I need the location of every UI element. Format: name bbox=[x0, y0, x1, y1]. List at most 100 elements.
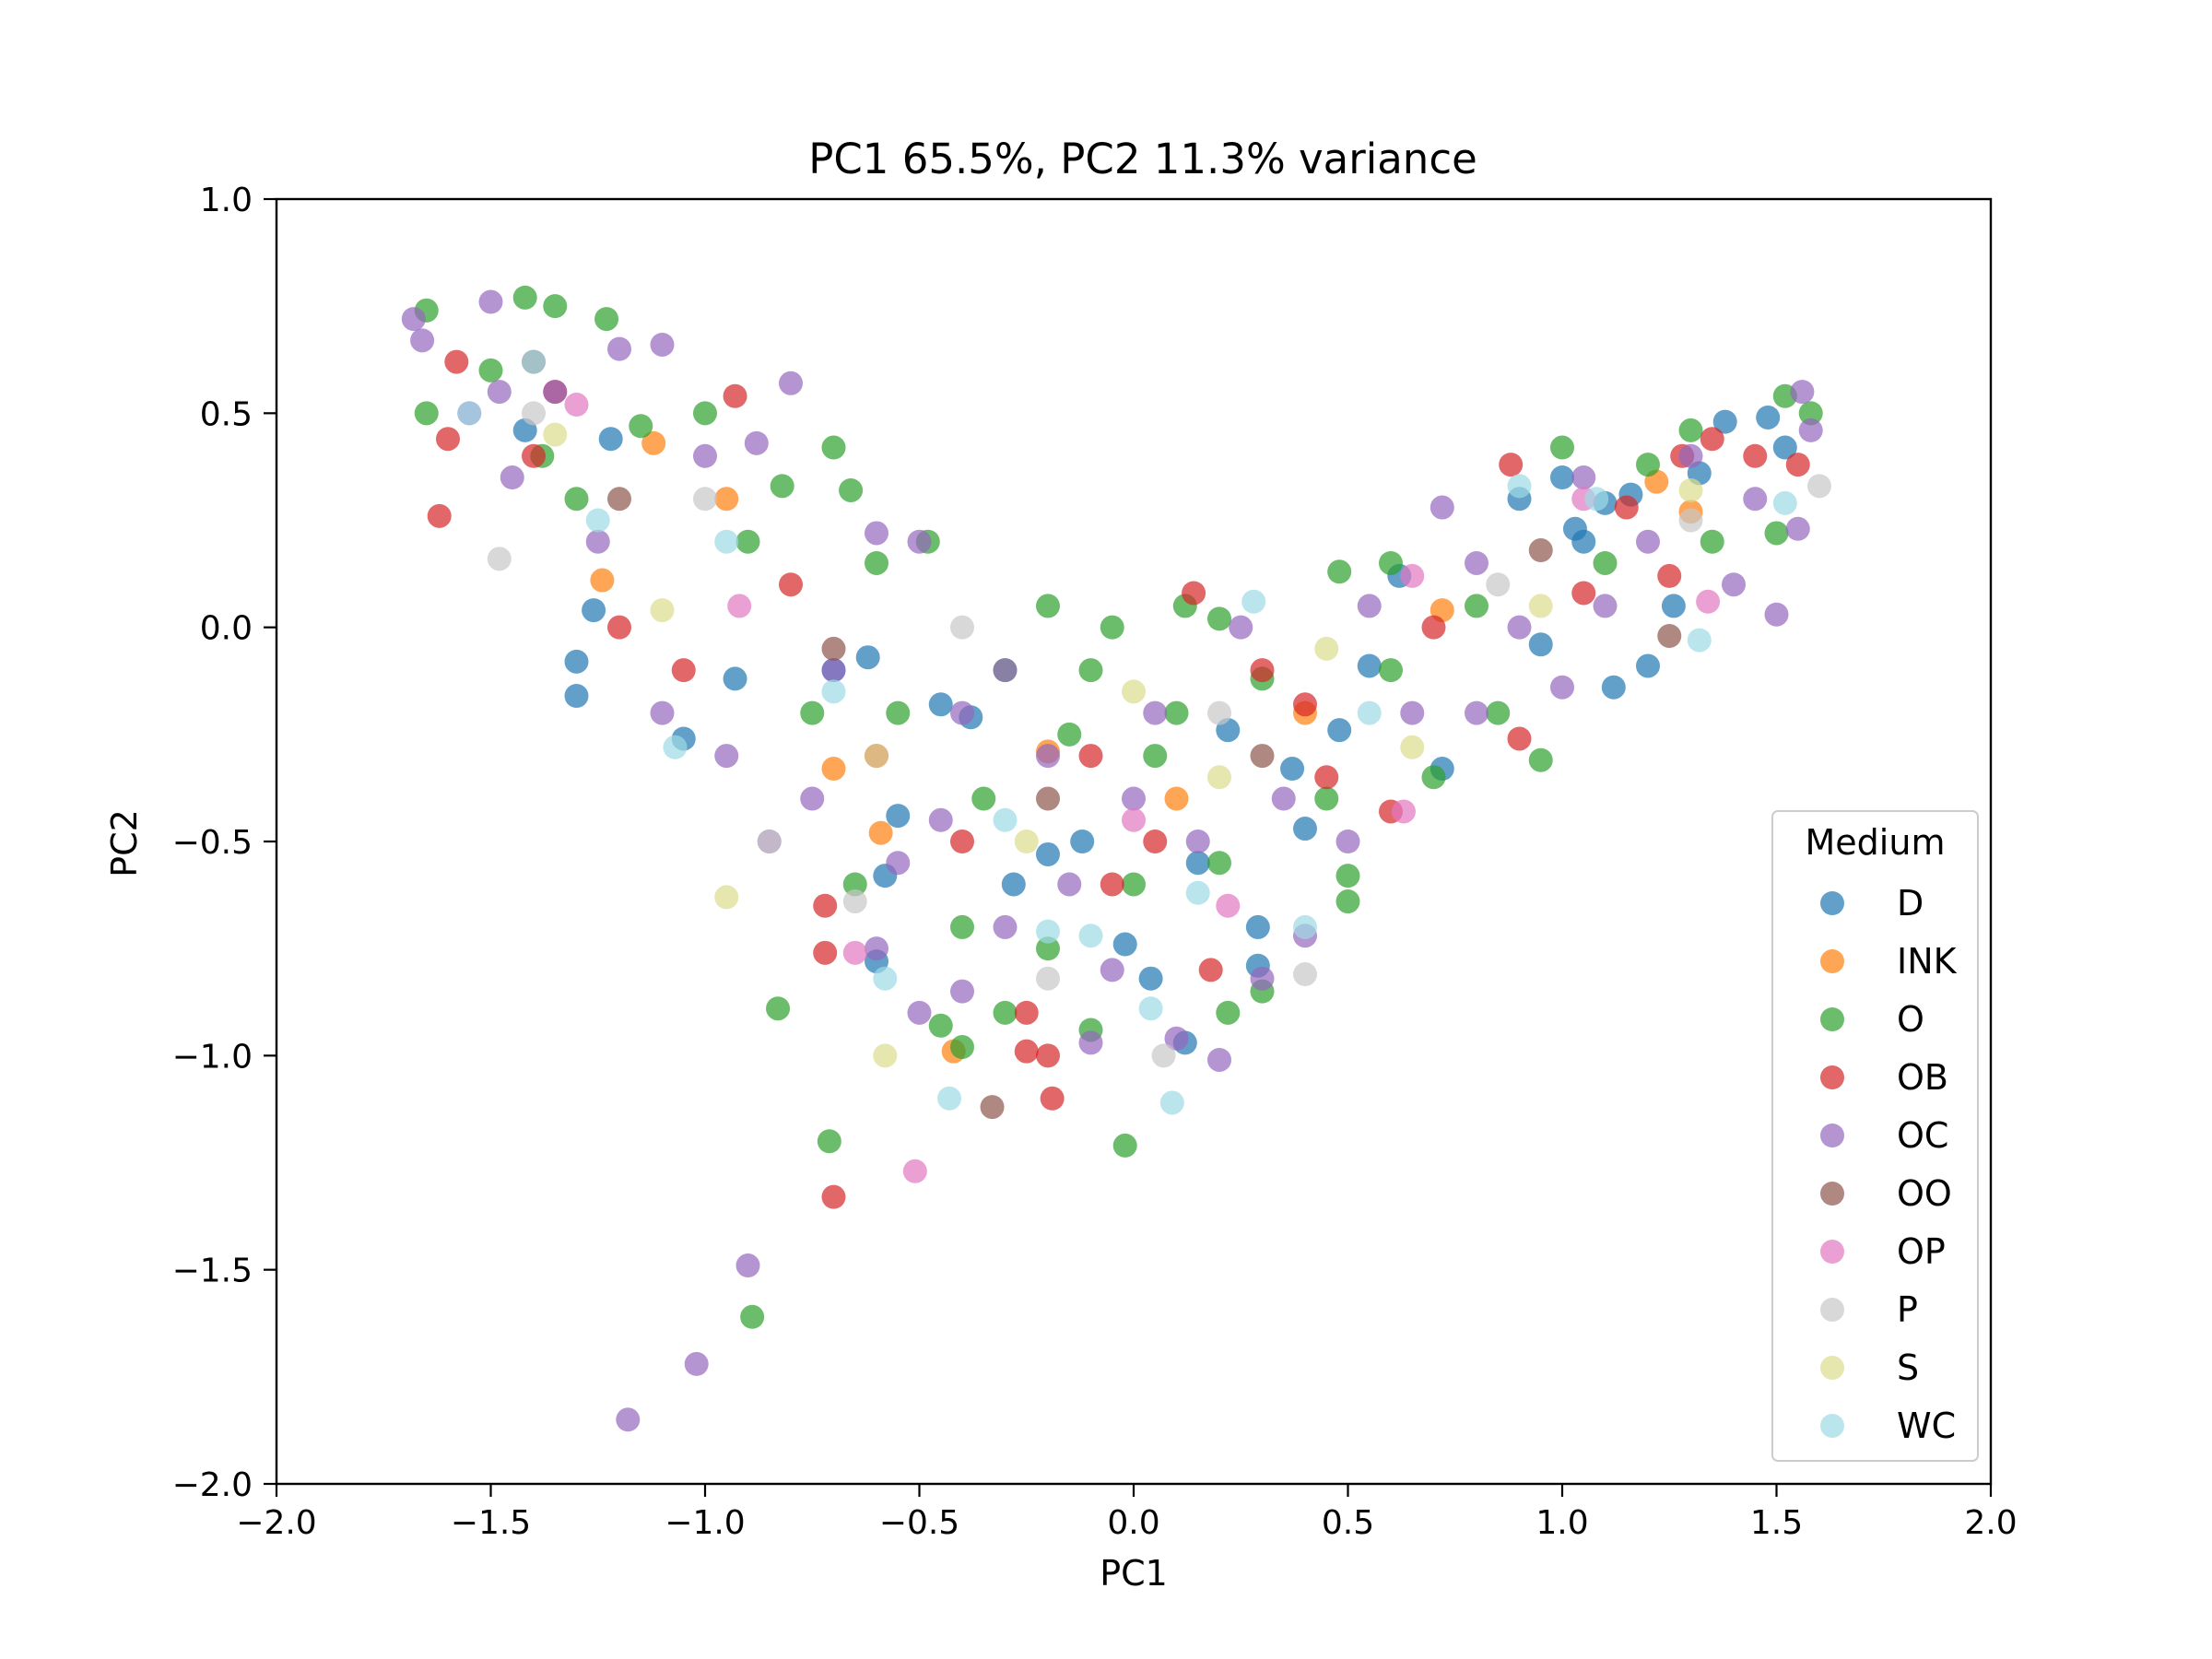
point-d-41 bbox=[886, 804, 911, 829]
point-d-28 bbox=[1528, 632, 1553, 657]
point-oc-46 bbox=[1271, 786, 1296, 811]
point-o-24 bbox=[1379, 550, 1403, 575]
point-ob-11 bbox=[1040, 1086, 1065, 1111]
point-d-13 bbox=[1036, 841, 1060, 866]
point-wc-5 bbox=[1036, 919, 1060, 944]
x-tick-label: 1.5 bbox=[1750, 1504, 1803, 1542]
point-op-4 bbox=[564, 393, 589, 418]
point-o-55 bbox=[1486, 700, 1511, 725]
point-o-11 bbox=[766, 996, 791, 1021]
point-o-8 bbox=[839, 477, 864, 502]
point-d-18 bbox=[1185, 851, 1210, 876]
point-ob-13 bbox=[1198, 958, 1223, 982]
point-p-1 bbox=[522, 401, 546, 426]
point-o-25 bbox=[1550, 435, 1574, 460]
point-oc-37 bbox=[821, 658, 846, 683]
point-oc-5 bbox=[607, 336, 631, 361]
y-axis-label: PC2 bbox=[104, 809, 145, 877]
point-s-2 bbox=[650, 598, 675, 623]
point-s-7 bbox=[1678, 477, 1703, 502]
point-d-38 bbox=[1756, 405, 1781, 429]
point-wc-11 bbox=[1293, 914, 1317, 939]
point-o-14 bbox=[1112, 1133, 1137, 1158]
point-s-1 bbox=[873, 1043, 898, 1068]
point-wc-1 bbox=[522, 349, 546, 374]
point-op-2 bbox=[1391, 799, 1416, 824]
point-op-1 bbox=[842, 940, 867, 965]
legend-label-p: P bbox=[1897, 1289, 1918, 1330]
point-d-23 bbox=[1293, 817, 1317, 841]
point-o-22 bbox=[1335, 889, 1360, 914]
point-o-52 bbox=[1122, 872, 1146, 897]
x-tick-label: 2.0 bbox=[1964, 1504, 2017, 1542]
point-oc-31 bbox=[1722, 572, 1746, 597]
point-ob-18 bbox=[1507, 726, 1532, 751]
x-tick-label: −1.5 bbox=[451, 1504, 531, 1542]
point-o-4 bbox=[594, 307, 619, 332]
point-oc-29 bbox=[1785, 516, 1810, 541]
legend-label-s: S bbox=[1897, 1347, 1919, 1388]
point-oc-2 bbox=[478, 289, 503, 314]
point-d-2 bbox=[582, 598, 606, 623]
point-o-50 bbox=[950, 914, 974, 939]
point-o-15 bbox=[928, 1013, 953, 1038]
point-oc-53 bbox=[1229, 615, 1253, 640]
point-o-47 bbox=[478, 358, 503, 382]
point-d-37 bbox=[1712, 409, 1737, 434]
point-ob-19 bbox=[1571, 581, 1596, 606]
point-op-8 bbox=[727, 594, 752, 618]
point-p-4 bbox=[1036, 966, 1060, 991]
point-o-60 bbox=[971, 786, 996, 811]
point-ob-22 bbox=[1743, 443, 1768, 468]
point-d-1 bbox=[564, 649, 589, 674]
point-o-53 bbox=[1207, 851, 1231, 876]
x-axis-label: PC1 bbox=[1100, 1553, 1168, 1594]
point-oc-7 bbox=[693, 443, 717, 468]
point-p-11 bbox=[1678, 508, 1703, 533]
point-oc-30 bbox=[1764, 602, 1789, 627]
point-o-23 bbox=[1327, 559, 1352, 584]
point-oc-32 bbox=[1550, 675, 1574, 700]
point-s-10 bbox=[543, 422, 568, 447]
legend-label-oc: OC bbox=[1897, 1115, 1948, 1156]
point-p-7 bbox=[1807, 474, 1831, 499]
legend: Medium D INK O OB OC OO OP PS WC bbox=[1771, 810, 1979, 1462]
point-p-2 bbox=[757, 830, 782, 853]
x-tick-label: 0.5 bbox=[1322, 1504, 1374, 1542]
point-wc-8 bbox=[1159, 1090, 1184, 1115]
point-oc-57 bbox=[1357, 594, 1382, 618]
point-d-7 bbox=[855, 645, 880, 670]
legend-label-ink: INK bbox=[1897, 941, 1958, 982]
point-o-28 bbox=[1798, 401, 1823, 426]
legend-marker-p bbox=[1820, 1298, 1844, 1322]
point-oc-9 bbox=[779, 371, 803, 395]
point-o-5 bbox=[693, 401, 717, 426]
point-oc-15 bbox=[907, 1000, 932, 1025]
point-ob-1 bbox=[436, 427, 460, 452]
point-oc-61 bbox=[1465, 550, 1488, 575]
point-wc-0 bbox=[457, 401, 482, 426]
point-p-9 bbox=[1207, 700, 1231, 725]
point-ob-25 bbox=[671, 658, 696, 683]
point-oc-49 bbox=[1636, 529, 1660, 554]
point-wc-9 bbox=[1185, 880, 1210, 905]
legend-label-ob: OB bbox=[1897, 1057, 1948, 1098]
point-o-56 bbox=[1700, 529, 1724, 554]
point-o-12 bbox=[817, 1129, 841, 1154]
point-o-51 bbox=[1036, 936, 1060, 961]
point-oc-19 bbox=[1164, 1026, 1189, 1051]
x-tick-label: −0.5 bbox=[879, 1504, 959, 1542]
point-ob-10 bbox=[1014, 1039, 1039, 1064]
point-oc-4 bbox=[543, 380, 568, 405]
point-oo-7 bbox=[821, 636, 846, 661]
x-tick-label: 0.0 bbox=[1107, 1504, 1159, 1542]
point-o-43 bbox=[1379, 658, 1403, 683]
point-oc-59 bbox=[1593, 594, 1618, 618]
legend-marker-ob bbox=[1820, 1065, 1844, 1089]
point-p-8 bbox=[950, 615, 974, 640]
point-oc-35 bbox=[1036, 744, 1060, 769]
point-op-5 bbox=[1122, 807, 1146, 832]
point-ob-6 bbox=[821, 1184, 846, 1209]
legend-label-d: D bbox=[1897, 883, 1924, 924]
point-ob-8 bbox=[1014, 1000, 1039, 1025]
